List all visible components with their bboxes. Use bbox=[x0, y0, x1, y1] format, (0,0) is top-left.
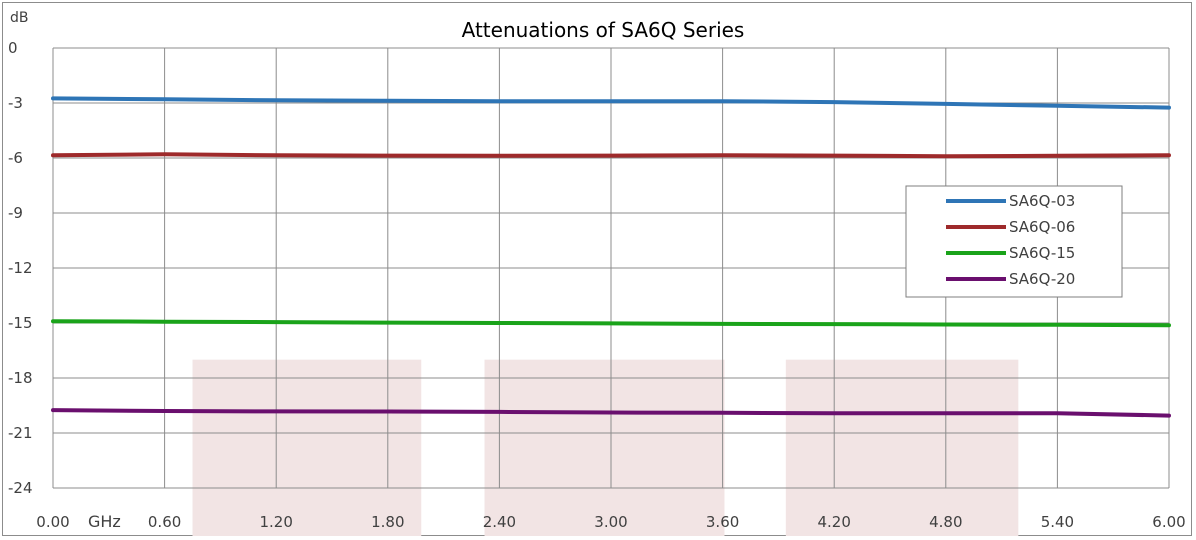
band-shade-1 bbox=[192, 359, 422, 536]
y-tick-label: 0 bbox=[8, 39, 18, 57]
x-tick-label: 1.80 bbox=[371, 513, 404, 531]
frequency-band-shading bbox=[192, 359, 1019, 536]
band-shade-2 bbox=[484, 359, 725, 536]
y-tick-label: -21 bbox=[8, 424, 33, 442]
series-line-sa6q-15 bbox=[51, 319, 1171, 328]
y-tick-label: -3 bbox=[8, 94, 23, 112]
x-tick-label: 0.60 bbox=[148, 513, 181, 531]
x-tick-label: 0.00 bbox=[36, 513, 69, 531]
series-line-sa6q-06 bbox=[51, 152, 1171, 159]
x-axis-tick-labels: 0.00 0.60 1.20 1.80 2.40 3.00 3.60 4.20 4.80 5.40… bbox=[36, 513, 1185, 531]
legend: SA6Q-03 SA6Q-06 SA6Q-15 SA6Q-20 bbox=[905, 185, 1123, 298]
y-tick-label: -15 bbox=[8, 314, 33, 332]
legend-label-sa6q-06: SA6Q-06 bbox=[1009, 218, 1075, 236]
legend-label-sa6q-20: SA6Q-20 bbox=[1009, 270, 1075, 288]
x-tick-label: 3.00 bbox=[594, 513, 627, 531]
x-tick-label: 5.40 bbox=[1041, 513, 1074, 531]
x-tick-label: 4.80 bbox=[929, 513, 962, 531]
y-axis-tick-labels: 0 -3 -6 -9 -12 -15 -18 -21 -24 bbox=[8, 39, 33, 497]
y-tick-label: -24 bbox=[8, 479, 33, 497]
y-tick-label: -6 bbox=[8, 149, 23, 167]
chart-title: Attenuations of SA6Q Series bbox=[462, 18, 745, 42]
legend-label-sa6q-15: SA6Q-15 bbox=[1009, 244, 1075, 262]
y-tick-label: -12 bbox=[8, 259, 33, 277]
x-tick-label: 3.60 bbox=[706, 513, 739, 531]
y-tick-label: -18 bbox=[8, 369, 33, 387]
y-axis-unit-label: dB bbox=[10, 10, 29, 26]
series-lines bbox=[51, 96, 1171, 418]
series-line-sa6q-20 bbox=[51, 408, 1171, 418]
y-tick-label: -9 bbox=[8, 204, 23, 222]
legend-box bbox=[905, 185, 1123, 298]
x-axis-unit-label: GHz bbox=[88, 512, 121, 531]
x-tick-label: 6.00 bbox=[1152, 513, 1185, 531]
x-tick-label: 2.40 bbox=[483, 513, 516, 531]
x-tick-label: 4.20 bbox=[817, 513, 850, 531]
series-line-sa6q-03 bbox=[51, 96, 1171, 110]
x-tick-label: 1.20 bbox=[259, 513, 292, 531]
legend-label-sa6q-03: SA6Q-03 bbox=[1009, 192, 1075, 210]
band-shade-3 bbox=[785, 359, 1019, 536]
